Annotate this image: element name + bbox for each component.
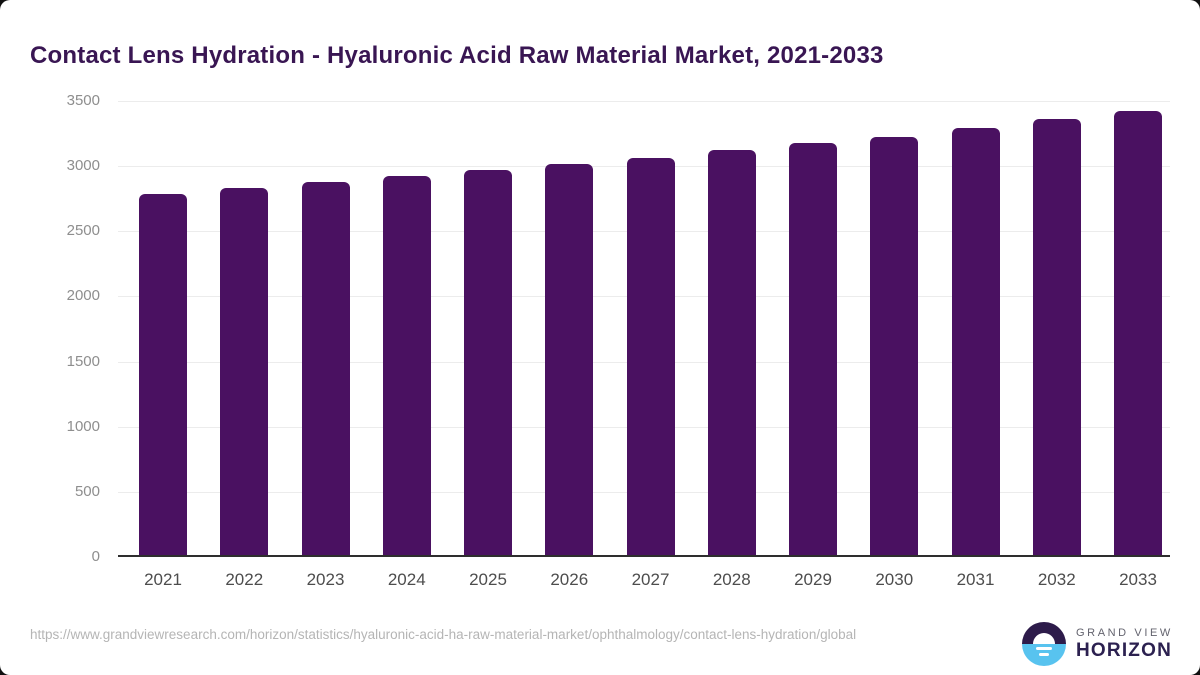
grand-view-horizon-logo: GRAND VIEW HORIZON [1022, 622, 1173, 666]
x-tick-label: 2025 [469, 570, 507, 589]
logo-text-horizon: HORIZON [1076, 639, 1173, 661]
bar-2027 [626, 157, 675, 555]
x-tick-label: 2027 [631, 570, 670, 589]
x-tick-label: 2026 [550, 570, 589, 589]
y-tick-label: 2000 [66, 287, 100, 305]
page-title: Contact Lens Hydration - Hyaluronic Acid… [30, 42, 884, 70]
x-axis-line [118, 555, 1170, 557]
bar-2029 [789, 142, 837, 555]
source-url: https://www.grandviewresearch.com/horizo… [30, 627, 857, 642]
y-tick-label: 3000 [66, 157, 100, 175]
y-tick-label: 0 [91, 548, 100, 565]
bar-2028 [707, 149, 756, 555]
x-tick-label: 2032 [1037, 570, 1076, 589]
sun-icon [1033, 633, 1055, 644]
bar-2032 [1032, 119, 1081, 555]
y-tick-label: 3500 [66, 92, 100, 109]
x-tick-label: 2023 [306, 570, 345, 589]
y-tick-label: 2500 [66, 222, 100, 240]
bar-2023 [301, 182, 350, 555]
x-tick-label: 2029 [794, 570, 832, 589]
logo-text: GRAND VIEW HORIZON [1076, 627, 1173, 662]
bar-2031 [951, 128, 1000, 555]
bar-2022 [220, 188, 269, 555]
y-tick-label: 500 [74, 482, 100, 500]
x-tick-label: 2022 [225, 570, 264, 589]
reflection-line-icon [1036, 647, 1052, 650]
x-tick-label: 2028 [712, 570, 751, 589]
x-tick-label: 2024 [387, 570, 426, 589]
x-tick-label: 2030 [875, 570, 914, 589]
y-tick-label: 1000 [66, 417, 100, 435]
bar-2025 [464, 170, 512, 555]
y-tick-label: 1500 [66, 352, 100, 370]
bar-2024 [382, 175, 431, 555]
x-tick-label: 2031 [956, 570, 995, 589]
horizon-sunrise-icon [1022, 622, 1066, 666]
bar-chart: Market Size (US$M) 050010001500200025003… [67, 92, 1170, 589]
x-tick-label: 2021 [144, 570, 182, 589]
bar-2033 [1114, 111, 1162, 555]
bar-2026 [545, 164, 594, 555]
bar-2030 [870, 136, 919, 555]
reflection-line-icon [1039, 653, 1049, 656]
gridline [118, 101, 1170, 102]
logo-text-grand-view: GRAND VIEW [1076, 626, 1173, 639]
bar-2021 [139, 193, 187, 555]
x-tick-label: 2033 [1119, 570, 1157, 589]
